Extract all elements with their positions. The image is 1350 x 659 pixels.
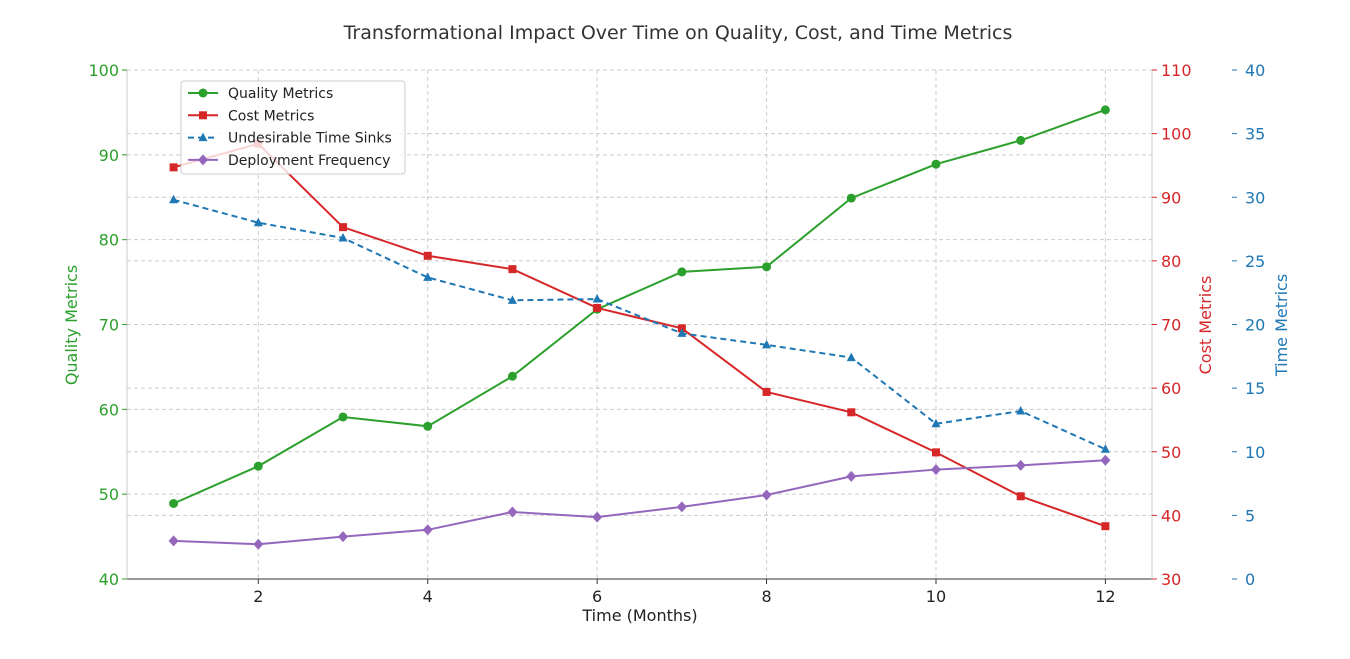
right2-tick-label: 15 [1245,379,1265,398]
right2-tick-label: 35 [1245,125,1265,144]
deployment-frequency-point [168,535,179,547]
undesirable-time-sinks-point [931,418,941,428]
deployment-frequency-legend-marker [198,154,208,166]
quality-metrics-point [253,461,263,471]
quality-metrics-point [1100,105,1110,115]
cost-metrics-legend-label: Cost Metrics [228,108,314,124]
x-tick-label: 10 [926,587,946,606]
undesirable-time-sinks-point [592,294,602,303]
right-tick-label: 60 [1161,379,1181,398]
right-tick-label: 110 [1161,61,1192,80]
x-axis-label: Time (Months) [581,606,697,625]
cost-metrics-point [1016,492,1025,501]
undesirable-time-sinks-point [762,339,772,349]
undesirable-time-sinks-legend-marker [198,132,208,142]
deployment-frequency-point [761,489,772,501]
quality-metrics-legend-label: Quality Metrics [228,86,333,102]
left-tick-label: 80 [99,231,119,250]
quality-metrics-point [338,412,348,422]
quality-metrics-point [1016,135,1026,145]
right-tick-label: 90 [1161,188,1181,207]
right-tick-label: 40 [1161,506,1181,525]
quality-metrics-legend-marker [198,88,208,98]
cost-metrics-point [1101,522,1110,531]
deployment-frequency-point [507,506,518,518]
right2-tick-label: 40 [1245,61,1265,80]
quality-metrics-line [173,108,1106,505]
left-axis-label: Quality Metrics [62,265,81,385]
cost-metrics-point [339,223,348,232]
right-tick-label: 100 [1161,125,1192,144]
undesirable-time-sinks-line [173,198,1106,451]
cost-metrics-point [762,387,771,396]
quality-metrics-point [846,193,856,203]
cost-metrics-point [931,448,940,457]
deployment-frequency-point [846,470,857,482]
undesirable-time-sinks-point [677,328,687,337]
deployment-frequency-point [1015,459,1026,471]
chart-title: Transformational Impact Over Time on Qua… [343,22,1013,44]
undesirable-time-sinks-point [423,272,433,281]
deployment-frequency-line [173,459,1106,546]
undesirable-time-sinks-point [846,352,856,362]
cost-metrics-point [423,251,432,260]
x-tick-label: 2 [253,587,263,606]
cost-metrics-legend-marker [199,111,207,120]
deployment-frequency-legend-label: Deployment Frequency [228,153,390,169]
left-tick-label: 70 [99,316,119,335]
right2-tick-label: 20 [1245,316,1265,335]
cost-metrics-point [847,408,856,417]
left-tick-label: 60 [99,400,119,419]
deployment-frequency-point [930,464,941,476]
x-tick-label: 4 [423,587,433,606]
quality-metrics-point [677,267,687,277]
undesirable-time-sinks-legend-label: Undesirable Time Sinks [228,131,392,147]
quality-metrics-point [169,498,179,508]
deployment-frequency-point [592,511,603,523]
undesirable-time-sinks-point [1016,406,1026,415]
right-axis-label: Cost Metrics [1196,276,1215,375]
undesirable-time-sinks-point [507,295,517,304]
quality-metrics-point [423,421,433,431]
left-tick-label: 90 [99,146,119,165]
deployment-frequency-point [422,524,433,536]
cost-metrics-line [173,142,1106,528]
deployment-frequency-point [338,531,349,543]
cost-metrics-point [593,303,602,312]
quality-metrics-point [507,371,517,381]
x-tick-label: 6 [592,587,602,606]
undesirable-time-sinks-point [169,194,179,204]
undesirable-time-sinks-point [253,217,263,227]
deployment-frequency-point [676,501,687,513]
cost-metrics-point [677,324,686,333]
left-tick-label: 50 [99,485,119,504]
right2-tick-label: 30 [1245,188,1265,207]
right2-axis-label: Time Metrics [1272,274,1291,377]
deployment-frequency-point [1100,454,1111,466]
cost-metrics-point [169,163,178,172]
deployment-frequency-point [253,538,264,550]
right-tick-label: 30 [1161,570,1181,589]
right2-tick-label: 10 [1245,443,1265,462]
right2-tick-label: 25 [1245,252,1265,271]
legend-box [180,80,406,175]
quality-metrics-point [762,262,772,272]
right2-tick-label: 0 [1245,570,1255,589]
cost-metrics-point [508,265,517,274]
right-tick-label: 50 [1161,443,1181,462]
undesirable-time-sinks-point [1100,444,1110,453]
x-tick-label: 12 [1095,587,1115,606]
left-tick-label: 40 [99,570,119,589]
left-tick-label: 100 [88,61,119,80]
quality-metrics-point [931,159,941,169]
right2-tick-label: 5 [1245,506,1255,525]
x-tick-label: 8 [761,587,771,606]
right-tick-label: 70 [1161,316,1181,335]
right-tick-label: 80 [1161,252,1181,271]
undesirable-time-sinks-point [338,232,348,242]
